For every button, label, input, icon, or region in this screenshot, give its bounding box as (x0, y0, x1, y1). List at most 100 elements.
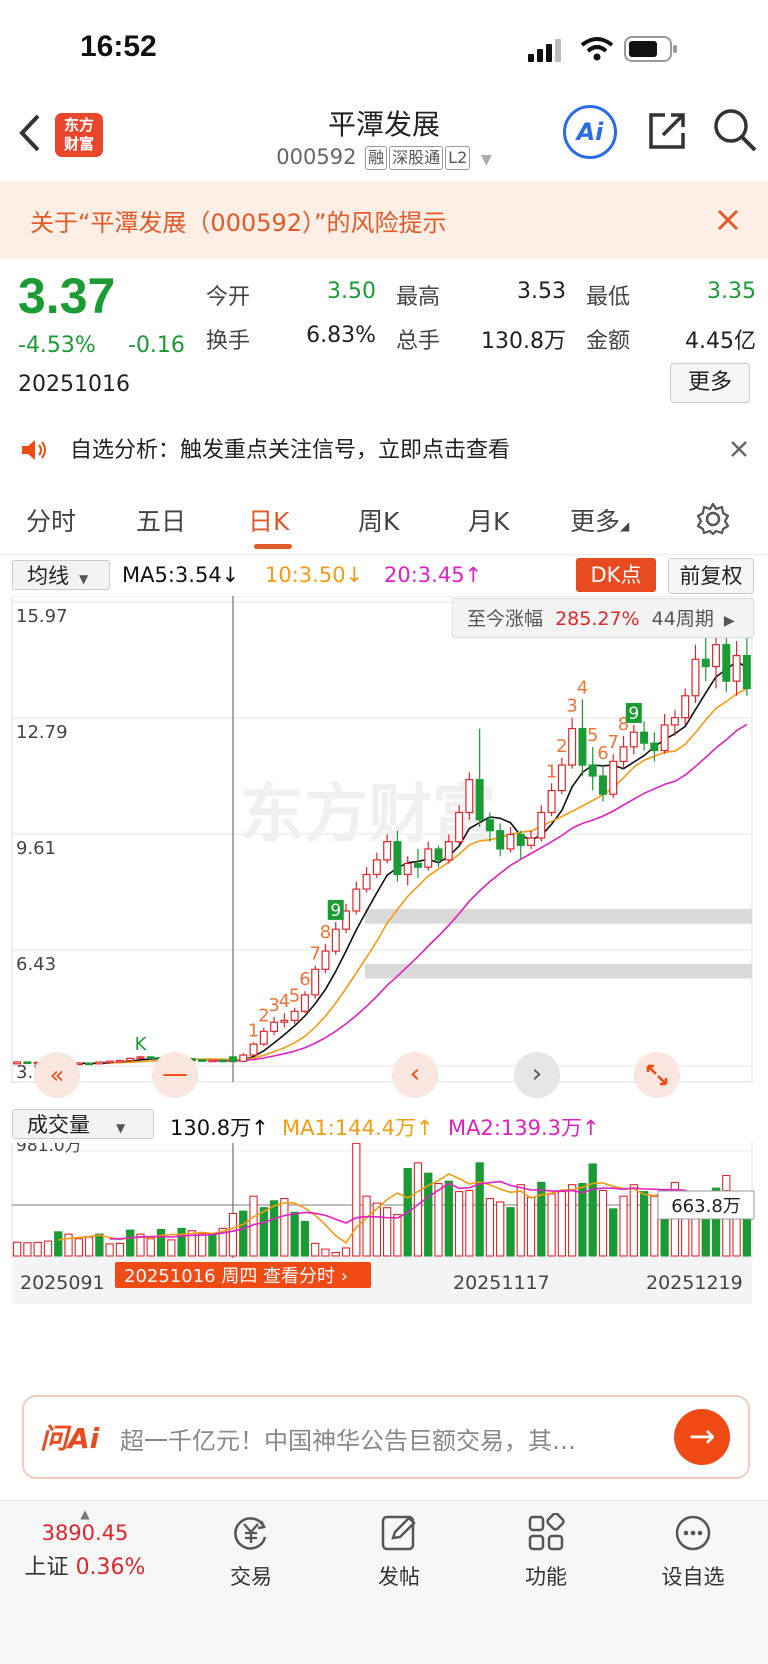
total-volume-value: 130.8万 (481, 329, 566, 354)
performance-badge[interactable]: 至今涨幅 285.27% 44周期 ▶ (452, 598, 754, 638)
ai-assistant-icon[interactable]: Ai (563, 105, 617, 159)
ask-ai-bar[interactable]: 问Ai 超一千亿元！中国神华公告巨额交易，其… → (22, 1395, 750, 1479)
y-tick-label: 12.79 (16, 722, 68, 743)
candle-body (650, 742, 659, 752)
ask-ai-go-button[interactable]: → (674, 1409, 730, 1465)
stock-code-line[interactable]: 000592 融深股通 L2 ▼ (0, 145, 768, 170)
chart-frame (11, 596, 753, 1083)
candle-body (280, 1019, 289, 1023)
candle-body (115, 1059, 124, 1063)
candle-body (136, 1056, 145, 1059)
volume-chart[interactable]: 981.0万 663.8万 2025091 20251117 20251219 20251… (0, 1143, 768, 1383)
index-name: 上证 (24, 1555, 69, 1580)
risk-warning-banner[interactable]: 关于“平潭发展（000592）”的风险提示 (0, 181, 768, 259)
fullscreen-button[interactable] (634, 1052, 680, 1098)
settings-gear-icon[interactable] (696, 502, 730, 536)
stock-code: 000592 (276, 145, 357, 169)
td-sequence-tag: 6 (299, 969, 310, 990)
candle-body (342, 910, 351, 930)
fast-rewind-button[interactable]: « (34, 1052, 80, 1098)
volume-selector[interactable]: 成交量 ▼ (12, 1109, 154, 1139)
candle-body (372, 859, 381, 876)
next-candle-button[interactable]: › (514, 1052, 560, 1098)
volume-bar (650, 1195, 659, 1257)
candle-body (444, 841, 453, 861)
cursor-date-tip: 20251016 周四 查看分时 › (124, 1266, 348, 1287)
td-sequence-tag: 3 (268, 995, 279, 1016)
tab-five-day[interactable]: 五日 (136, 507, 187, 536)
volume-bar (269, 1200, 279, 1257)
candle-body (383, 841, 392, 861)
volume-ma2: MA2:139.3万↑ (448, 1116, 600, 1140)
turnover-label: 换手 (206, 329, 251, 354)
volume-bar (434, 1182, 443, 1257)
nav-add-watchlist[interactable]: 设自选 (628, 1513, 758, 1591)
amount-value: 4.45亿 (685, 329, 756, 354)
tab-daily-k[interactable]: 日K (248, 507, 290, 536)
candlestick-chart[interactable]: 15.9712.799.616.433.25东方财富12345678912345… (0, 596, 768, 1102)
volume-bar (341, 1247, 351, 1257)
candle-body (105, 1060, 114, 1064)
more-stats-button[interactable]: 更多 (670, 363, 750, 403)
index-ticker[interactable]: ▲ 3890.45 上证 0.36% (10, 1507, 160, 1581)
candle-body (732, 655, 741, 682)
tab-weekly-k[interactable]: 周K (358, 507, 400, 536)
search-icon[interactable] (712, 107, 758, 153)
index-change: 0.36% (75, 1555, 146, 1580)
volume-bar (557, 1191, 567, 1257)
previous-candle-button[interactable]: ‹ (392, 1052, 438, 1098)
tab-more[interactable]: 更多◢ (570, 507, 630, 536)
volume-bar (639, 1191, 649, 1257)
candle-body (722, 644, 731, 682)
candle-body (640, 731, 649, 744)
tab-intraday[interactable]: 分时 (26, 507, 77, 536)
tab-monthly-k[interactable]: 月K (468, 507, 510, 536)
risk-warning-text: 关于“平潭发展（000592）”的风险提示 (30, 209, 447, 237)
td-sequence-tag: 7 (309, 944, 320, 965)
volume-bar (352, 1143, 361, 1257)
candle-body (434, 848, 443, 861)
volume-bar (33, 1241, 42, 1257)
td-sequence-tag: 8 (618, 714, 629, 735)
volume-bar (239, 1210, 248, 1257)
candle-body (403, 862, 412, 876)
candle-body (146, 1056, 155, 1059)
candle-body (95, 1061, 104, 1065)
signal-banner[interactable]: 自选分析：触发重点关注信号，立即点击查看 (0, 418, 768, 480)
td-sequence-tag: 2 (556, 736, 567, 757)
caret-up-icon: ▲ (80, 1507, 90, 1521)
candle-body (568, 727, 577, 766)
volume-bar (187, 1230, 197, 1257)
candle-body (691, 658, 700, 697)
td-sequence-tag: 1 (546, 761, 557, 782)
td-sequence-tag-bg (625, 702, 642, 723)
ma-selector[interactable]: 均线 ▼ (12, 560, 110, 590)
candle-body (537, 811, 546, 839)
back-arrow-icon[interactable] (18, 113, 42, 153)
dk-point-button[interactable]: DK点 (576, 558, 656, 592)
volume-bar (218, 1227, 227, 1257)
candle-body (321, 950, 330, 970)
change-percent: -4.53% (18, 333, 96, 358)
forward-adjust-button[interactable]: 前复权 (668, 558, 754, 594)
td-sequence-tag: 1 (248, 1020, 259, 1041)
level2-tag: L2 (445, 146, 471, 170)
candle-body (712, 644, 721, 668)
volume-bar (126, 1229, 135, 1257)
watermark-text: 东方财富 (240, 778, 496, 852)
nav-functions[interactable]: 功能 (481, 1513, 611, 1591)
close-icon[interactable] (730, 440, 748, 458)
volume-bar (259, 1207, 268, 1257)
y-tick-label: 9.61 (16, 838, 56, 859)
nav-trade[interactable]: 交易 (186, 1513, 316, 1591)
close-icon[interactable] (716, 208, 740, 232)
volume-bar (619, 1195, 628, 1257)
nav-post[interactable]: 发帖 (334, 1513, 464, 1591)
zoom-out-button[interactable]: — (152, 1052, 198, 1098)
candle-body (424, 848, 433, 868)
volume-bar (156, 1229, 166, 1257)
candle-body (228, 1056, 237, 1063)
volume-bar (300, 1220, 310, 1257)
share-icon[interactable] (645, 109, 689, 153)
td-sequence-tag: 6 (597, 743, 608, 764)
